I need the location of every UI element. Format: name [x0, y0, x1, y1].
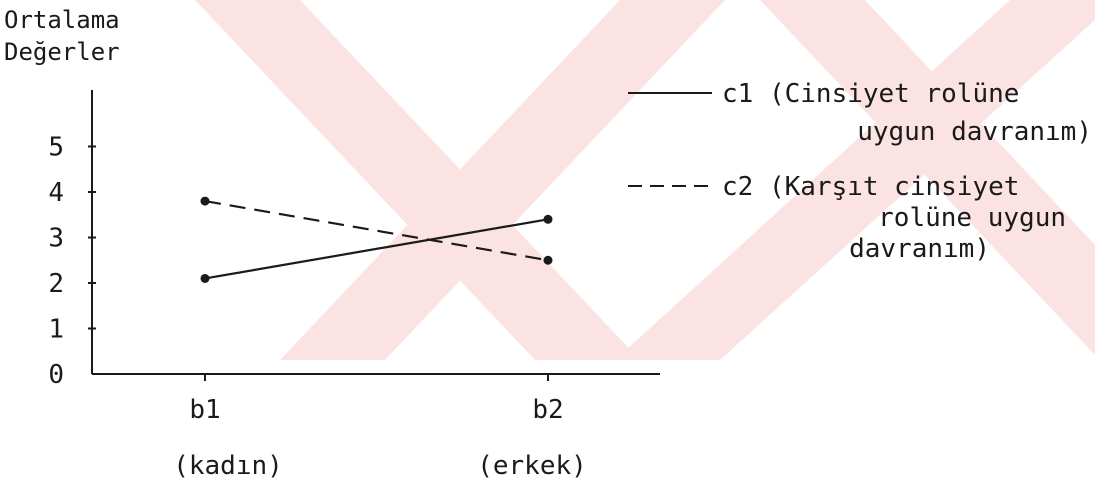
legend: c1 (Cinsiyet rolüne uygun davranım) c2 (…: [628, 79, 1092, 264]
legend-label-c1-line-2: uygun davranım): [857, 117, 1092, 147]
watermark-background: [195, 0, 1095, 360]
series-line-c1: [204, 218, 549, 280]
series-points: [200, 196, 553, 283]
legend-label-c1-line-1: c1 (Cinsiyet rolüne: [722, 79, 1019, 109]
y-axis-label-line-1: Ortalama: [4, 6, 120, 34]
y-tick-label-3: 3: [48, 224, 64, 254]
series-lines: [204, 200, 549, 280]
y-axis-label-line-2: Değerler: [4, 38, 120, 66]
y-tick-label-5: 5: [48, 133, 64, 163]
x-tick-label-b1: b1: [189, 395, 220, 425]
data-point-c2-b1: [200, 196, 210, 206]
y-tick-label-0: 0: [48, 360, 64, 390]
y-tick-label-4: 4: [48, 178, 64, 208]
series-line-c2: [204, 200, 549, 262]
y-tick-label-1: 1: [48, 315, 64, 345]
x-ticks: [204, 374, 549, 381]
data-point-c1-b2: [543, 214, 553, 224]
x-category-sublabel-kadin: (kadın): [173, 451, 283, 481]
x-category-sublabel-erkek: (erkek): [477, 451, 587, 481]
y-ticks: 0 1 2 3 4 5: [48, 133, 96, 390]
data-point-c1-b1: [200, 273, 210, 283]
legend-label-c2-line-3: davranım): [849, 234, 990, 264]
data-point-c2-b2: [543, 255, 553, 265]
x-tick-label-b2: b2: [532, 395, 563, 425]
legend-label-c2-line-1: c2 (Karşıt cinsiyet: [722, 172, 1019, 202]
legend-label-c2-line-2: rolüne uygun: [878, 203, 1066, 233]
y-tick-label-2: 2: [48, 269, 64, 299]
